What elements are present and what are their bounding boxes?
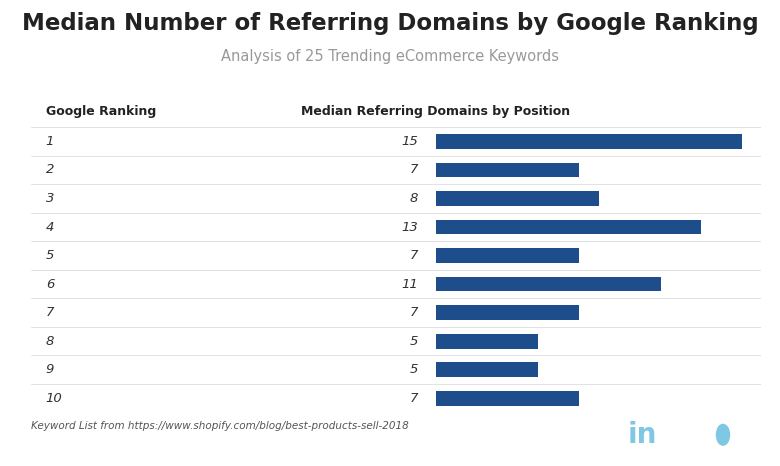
Text: 11: 11 — [401, 278, 418, 291]
Text: Keyword List from https://www.shopify.com/blog/best-products-sell-2018: Keyword List from https://www.shopify.co… — [31, 421, 409, 431]
Text: 4: 4 — [46, 220, 54, 233]
Text: flow: flow — [667, 421, 733, 449]
FancyBboxPatch shape — [436, 362, 538, 377]
Text: in: in — [628, 421, 657, 449]
FancyBboxPatch shape — [436, 391, 579, 405]
FancyBboxPatch shape — [436, 191, 599, 206]
Text: 7: 7 — [410, 249, 418, 262]
Text: 1: 1 — [46, 135, 54, 148]
FancyBboxPatch shape — [436, 134, 743, 149]
Text: 7: 7 — [410, 306, 418, 319]
Text: 7: 7 — [410, 391, 418, 404]
Text: Analysis of 25 Trending eCommerce Keywords: Analysis of 25 Trending eCommerce Keywor… — [221, 49, 559, 64]
Text: Google Ranking: Google Ranking — [46, 105, 156, 118]
Text: Median Number of Referring Domains by Google Ranking: Median Number of Referring Domains by Go… — [22, 12, 758, 34]
Text: 5: 5 — [410, 363, 418, 376]
Text: ®: ® — [739, 422, 747, 432]
FancyBboxPatch shape — [436, 248, 579, 263]
Text: 6: 6 — [46, 278, 54, 291]
Text: 7: 7 — [410, 164, 418, 177]
FancyBboxPatch shape — [436, 277, 661, 292]
Ellipse shape — [716, 424, 730, 446]
Text: Median Referring Domains by Position: Median Referring Domains by Position — [301, 105, 570, 118]
Text: 5: 5 — [46, 249, 54, 262]
Text: 9: 9 — [46, 363, 54, 376]
Text: 3: 3 — [46, 192, 54, 205]
FancyBboxPatch shape — [436, 305, 579, 320]
FancyBboxPatch shape — [436, 219, 701, 234]
Text: 5: 5 — [410, 335, 418, 348]
Text: 8: 8 — [46, 335, 54, 348]
FancyBboxPatch shape — [436, 334, 538, 349]
Text: 8: 8 — [410, 192, 418, 205]
Text: 2: 2 — [46, 164, 54, 177]
FancyBboxPatch shape — [436, 163, 579, 178]
Text: 15: 15 — [401, 135, 418, 148]
Text: Attract. Convert. Grow.: Attract. Convert. Grow. — [644, 449, 732, 458]
Text: 7: 7 — [46, 306, 54, 319]
Text: 10: 10 — [46, 391, 62, 404]
Text: 13: 13 — [401, 220, 418, 233]
